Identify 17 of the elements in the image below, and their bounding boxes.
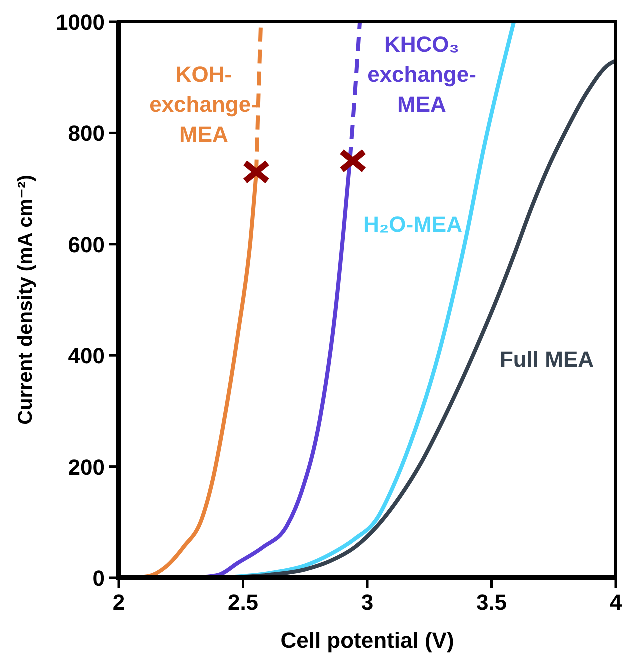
- x-tick-label: 2: [112, 590, 126, 615]
- y-tick-label: 400: [68, 344, 105, 369]
- x-axis-title: Cell potential (V): [280, 628, 454, 653]
- y-tick-label: 200: [68, 454, 105, 480]
- y-axis-title: Current density (mA cm⁻²): [15, 175, 37, 425]
- series-label: H₂O-MEA: [364, 212, 463, 237]
- x-tick-label: 4: [610, 590, 623, 615]
- y-tick-label: 1000: [56, 10, 105, 35]
- y-tick-label: 800: [68, 121, 105, 146]
- series-label: KOH-exchange-MEA: [150, 62, 258, 147]
- text: KHCO₃ exchange-MEA: [368, 32, 476, 117]
- x-tick-label: 3: [361, 590, 374, 615]
- x-tick-label: 3.5: [476, 590, 508, 615]
- y-tick-label: 0: [92, 566, 105, 591]
- y-tick-label: 600: [68, 232, 105, 258]
- x-tick-label: 2.5: [228, 590, 259, 615]
- series-label: Full MEA: [500, 347, 594, 372]
